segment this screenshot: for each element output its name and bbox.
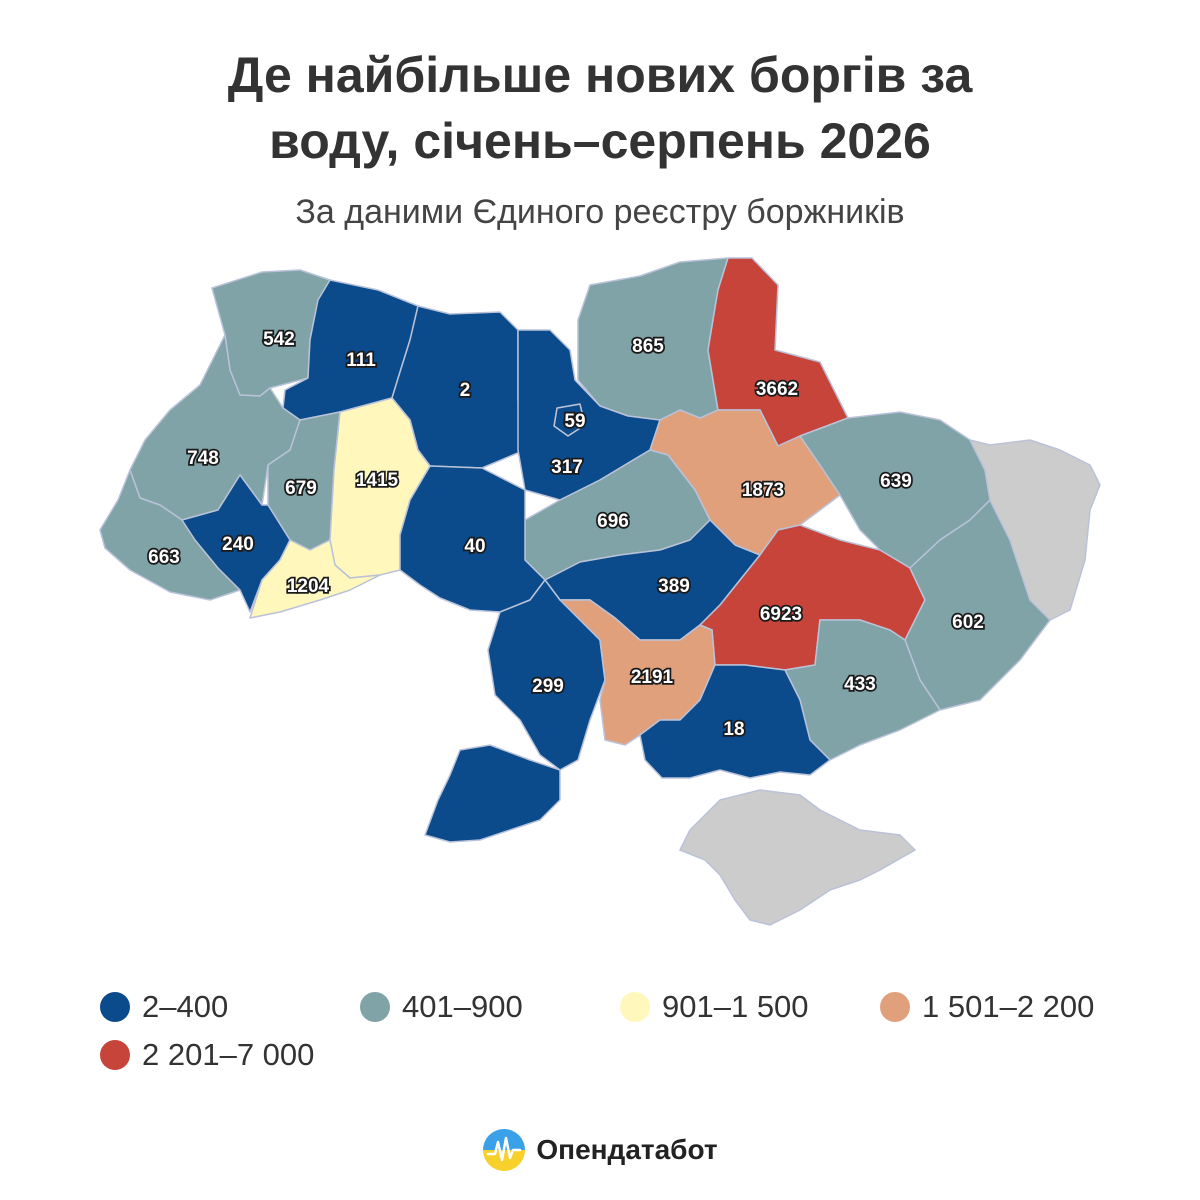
legend-label-bin5: 2 201–7 000	[142, 1037, 315, 1072]
region-label-sumy: 865	[632, 336, 664, 357]
region-label-donetsk: 602	[952, 612, 984, 633]
region-odesa-north	[487, 579, 606, 771]
region-label-rivne: 111	[346, 350, 376, 371]
map-title-line-2: воду, січень–серпень 2026	[269, 113, 931, 169]
map-title: Де найбільше нових боргів за воду, січен…	[0, 42, 1200, 174]
legend-item-bin2: 401–900	[360, 985, 523, 1029]
legend-label-bin3: 901–1 500	[662, 989, 809, 1024]
legend-item-bin1: 2–400	[100, 985, 228, 1029]
region-odesa-south	[424, 744, 561, 843]
region-label-kyiv-oblast: 317	[551, 457, 583, 478]
legend-item-bin4: 1 501–2 200	[880, 985, 1094, 1029]
labels-layer: 542 111 2 59 865 3662 748 679 1415 317 1…	[146, 327, 985, 742]
legend-item-bin3: 901–1 500	[620, 985, 809, 1029]
region-crimea	[679, 789, 916, 926]
region-luhansk	[969, 439, 1101, 621]
region-label-poltava: 1873	[742, 480, 784, 501]
region-label-lviv: 748	[187, 448, 219, 469]
region-label-mykolaiv: 2191	[631, 667, 674, 688]
legend-swatch-bin4	[880, 992, 910, 1022]
region-label-chernivtsi: 1204	[287, 576, 330, 597]
region-label-zakarpattia: 663	[148, 547, 180, 568]
region-label-zaporizhzhia: 433	[844, 674, 876, 695]
opendatabot-logo-icon	[483, 1129, 526, 1171]
region-label-ivano-frankivsk: 240	[222, 534, 254, 555]
region-label-kyiv-city: 59	[564, 411, 585, 432]
region-label-vinnytsia: 40	[464, 536, 485, 557]
legend-swatch-bin1	[100, 992, 130, 1022]
regions-layer	[99, 257, 1101, 926]
legend-swatch-bin2	[360, 992, 390, 1022]
region-vinnytsia	[399, 465, 546, 613]
brand-name: Опендатабот	[536, 1134, 718, 1165]
legend-swatch-bin3	[620, 992, 650, 1022]
map-title-line-1: Де найбільше нових боргів за	[227, 47, 973, 103]
legend-item-bin5: 2 201–7 000	[100, 1033, 314, 1077]
region-label-volyn: 542	[263, 329, 295, 350]
region-label-khmelnytskyi: 1415	[356, 470, 399, 491]
ukraine-choropleth-map: 542 111 2 59 865 3662 748 679 1415 317 1…	[99, 257, 1101, 926]
region-label-kharkiv: 639	[880, 471, 912, 492]
region-kherson	[639, 664, 831, 779]
region-zakarpattia	[99, 469, 241, 601]
legend-label-bin2: 401–900	[402, 989, 523, 1024]
region-label-kirovohrad: 389	[658, 576, 690, 597]
region-chernivtsi	[249, 539, 381, 619]
region-label-odesa: 299	[532, 676, 564, 697]
legend-label-bin4: 1 501–2 200	[922, 989, 1095, 1024]
brand-footer: Опендатабот	[0, 1128, 1200, 1172]
region-label-dnipropetrovsk: 6923	[760, 604, 802, 625]
legend-label-bin1: 2–400	[142, 989, 229, 1024]
region-label-kherson: 18	[723, 719, 744, 740]
region-label-ternopil: 679	[285, 478, 317, 499]
region-label-cherkasy: 696	[597, 511, 629, 532]
map-subtitle: За даними Єдиного реєстру боржників	[295, 193, 905, 231]
region-label-zhytomyr: 2	[460, 380, 471, 401]
region-label-northeast: 3662	[756, 379, 798, 400]
legend-swatch-bin5	[100, 1040, 130, 1070]
